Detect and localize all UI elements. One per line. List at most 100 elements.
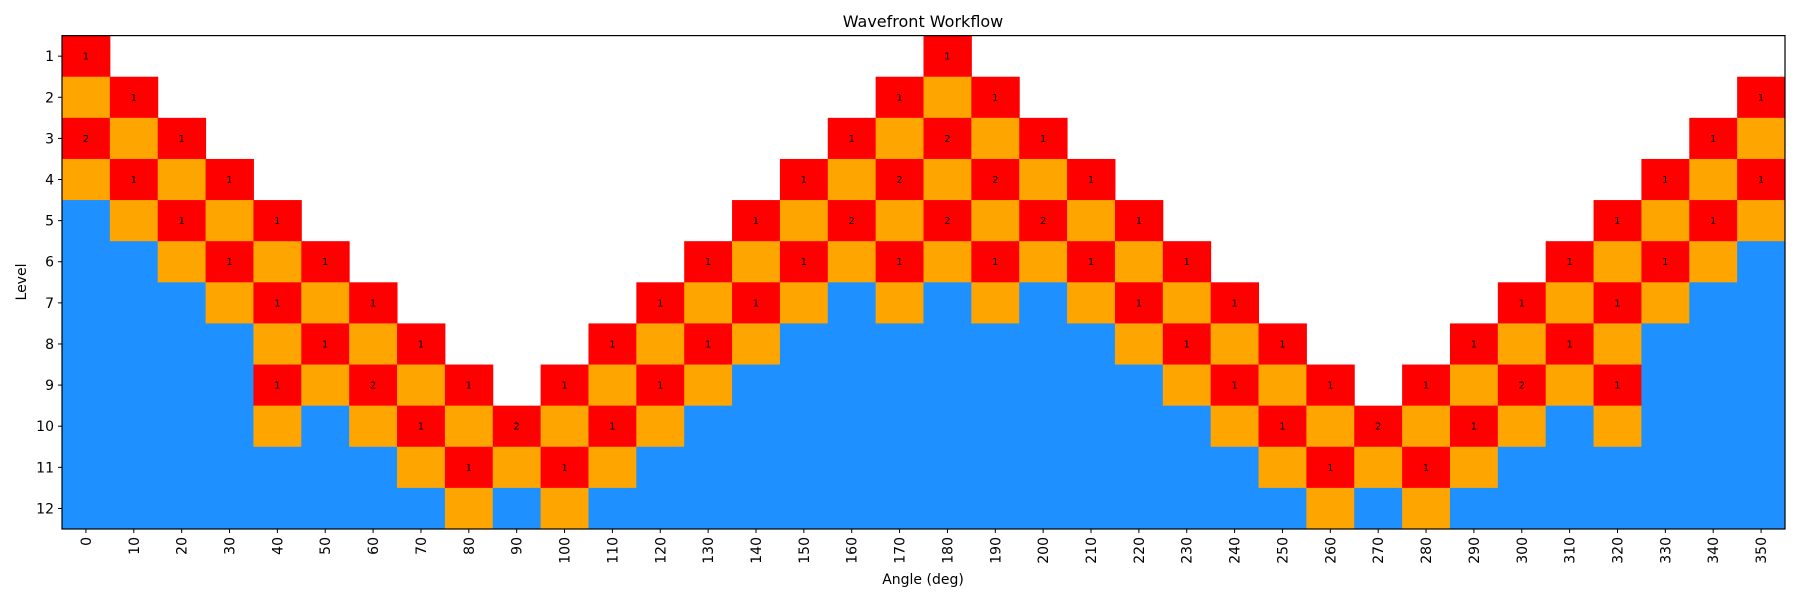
cell-count-label: 1 [609,339,615,350]
heatmap-cell-red [157,200,207,242]
cell-count-label: 1 [418,339,424,350]
heatmap-cell-blue [157,364,207,407]
heatmap-cell-blue [397,487,446,530]
cell-count-label: 1 [944,52,950,63]
heatmap-cell-orange [923,76,972,119]
heatmap-cell-blue [1737,487,1786,530]
heatmap-cell-orange [540,405,589,448]
heatmap-cell-blue [1162,405,1212,448]
cell-count-label: 1 [657,381,663,392]
heatmap-cell-blue [827,405,877,448]
heatmap-cell-orange [1689,241,1738,283]
heatmap-cell-blue [875,446,924,489]
heatmap-cell-orange [779,282,829,324]
heatmap-cell-red [971,241,1020,283]
heatmap-cell-red [1067,158,1116,201]
heatmap-cell-blue [1689,364,1738,407]
cell-count-label: 1 [801,175,807,186]
cell-count-label: 1 [1566,339,1572,350]
heatmap-cell-blue [1497,487,1547,530]
heatmap-cell-blue [1210,487,1260,530]
heatmap-cell-red [540,364,589,407]
heatmap-cell-orange [109,117,159,160]
chart-title: Wavefront Workflow [843,12,1004,31]
heatmap-cell-red [1162,241,1212,283]
heatmap-cell-red [1162,323,1212,366]
x-tick-label: 240 [1228,537,1244,564]
x-tick-label: 140 [749,537,765,564]
heatmap-cell-red [636,282,685,324]
cell-count-label: 1 [1710,216,1716,227]
heatmap-cell-orange [827,241,877,283]
heatmap-cell-blue [157,282,207,324]
heatmap-cell-blue [923,323,972,366]
x-tick-label: 280 [1419,537,1435,564]
heatmap-cell-blue [301,487,350,530]
x-tick-label: 210 [1084,537,1100,564]
heatmap-cell-red [923,200,972,242]
heatmap-cell-red [827,117,877,160]
heatmap-cell-orange [157,158,207,201]
cell-count-label: 1 [1184,339,1190,350]
heatmap-cell-red [349,364,398,407]
cell-count-label: 2 [944,134,950,145]
heatmap-cell-red [157,117,207,160]
heatmap-cell-orange [1737,200,1786,242]
heatmap-cell-orange [1114,323,1164,366]
cell-count-label: 2 [896,175,902,186]
heatmap-cell-blue [1258,487,1307,530]
heatmap-cell-blue [205,405,254,448]
cell-count-label: 1 [1614,381,1620,392]
heatmap-cell-blue [1737,405,1786,448]
heatmap-cell-orange [1019,158,1068,201]
y-tick-label: 4 [45,173,54,189]
y-axis-label: Level [14,264,30,301]
heatmap-cell-red [1210,364,1260,407]
cell-count-label: 1 [466,463,472,474]
heatmap-cell-blue [1354,487,1403,530]
heatmap-cell-orange [1593,241,1642,283]
heatmap-cell-blue [1689,487,1738,530]
heatmap-cell-blue [875,405,924,448]
heatmap-cell-blue [1641,323,1690,366]
heatmap-cell-orange [1162,364,1212,407]
heatmap-cell-orange [684,282,733,324]
y-tick-label: 2 [45,90,54,106]
heatmap-cell-red [1449,405,1499,448]
heatmap-cell-orange [1593,405,1642,448]
heatmap-cell-red [109,158,159,201]
heatmap-cell-red [971,158,1020,201]
cell-count-label: 2 [992,175,998,186]
heatmap-cell-blue [1210,446,1260,489]
heatmap-cell-red [1497,282,1547,324]
x-tick-label: 20 [175,537,191,555]
heatmap-cell-blue [109,241,159,283]
cell-count-label: 1 [1184,257,1190,268]
heatmap-cell-red [779,158,829,201]
cell-count-label: 1 [1231,298,1237,309]
heatmap-cell-red [1689,200,1738,242]
heatmap-cell-blue [109,364,159,407]
heatmap-cell-blue [1641,405,1690,448]
heatmap-cell-red [253,282,302,324]
heatmap-cell-blue [157,487,207,530]
cell-count-label: 1 [1662,257,1668,268]
y-tick-label: 6 [45,255,54,271]
heatmap-cell-orange [492,446,542,489]
heatmap-cell-orange [1402,487,1451,530]
heatmap-cell-blue [1162,487,1212,530]
cell-count-label: 1 [1088,175,1094,186]
heatmap-cell-blue [1114,405,1164,448]
cell-count-label: 1 [609,422,615,433]
heatmap-cell-red [1210,282,1260,324]
heatmap-cell-blue [1162,446,1212,489]
heatmap-cell-red [1737,76,1786,119]
heatmap-cell-blue [684,487,733,530]
heatmap-cell-orange [971,117,1020,160]
cell-count-label: 1 [1136,216,1142,227]
x-tick-label: 260 [1323,537,1339,564]
heatmap-cell-blue [109,323,159,366]
heatmap-cell-red [923,117,972,160]
heatmap-cell-orange [1258,446,1307,489]
cell-count-label: 1 [1040,134,1046,145]
